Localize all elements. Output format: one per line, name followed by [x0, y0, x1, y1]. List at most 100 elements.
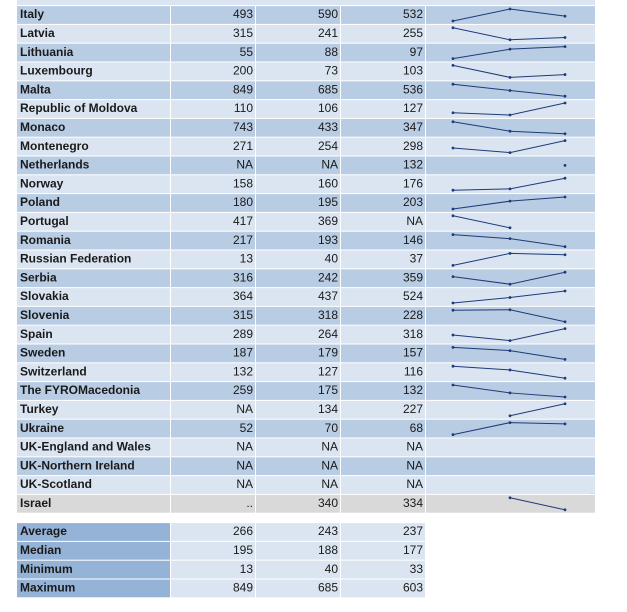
row-label: Average [20, 524, 67, 538]
spark-point [563, 327, 567, 330]
cell-value: 241 [318, 26, 338, 40]
spark-point [508, 252, 512, 255]
spark-point [508, 368, 512, 372]
cell [171, 194, 255, 212]
cell-value: 316 [233, 270, 253, 284]
cell-value: 200 [233, 64, 253, 78]
cell [341, 212, 425, 231]
cell-value: 203 [403, 195, 423, 209]
cell [171, 288, 255, 306]
spark-point [508, 496, 512, 500]
cell [341, 62, 425, 81]
cell-value: 146 [403, 233, 423, 247]
cell [256, 382, 340, 400]
cell [256, 118, 340, 137]
cell-value: 176 [403, 176, 423, 190]
cell [256, 137, 340, 156]
cell-value: 160 [318, 176, 338, 190]
row-label: Norway [20, 176, 64, 190]
cell-value: 237 [403, 524, 423, 538]
cell [171, 62, 255, 81]
cell [17, 194, 170, 212]
cell-value: 179 [318, 346, 338, 360]
cell-value: NA [321, 158, 338, 172]
cell-value: 40 [325, 252, 339, 266]
spark-point [451, 364, 455, 368]
cell-value: 743 [233, 120, 253, 134]
cell [341, 250, 425, 269]
cell [426, 43, 595, 62]
cell [341, 400, 425, 419]
cell [256, 81, 340, 100]
cell [256, 231, 340, 250]
cell [341, 100, 425, 118]
cell-value: 13 [240, 252, 254, 266]
cut-row [17, 0, 595, 5]
cell [17, 24, 170, 43]
cell [17, 43, 170, 62]
cell [426, 118, 595, 137]
spark-point [563, 376, 567, 380]
spark-point [563, 395, 567, 399]
cell-value: 217 [233, 233, 253, 247]
cell [341, 231, 425, 250]
cell [256, 306, 340, 325]
cell [426, 438, 595, 457]
cell-value: 157 [403, 346, 423, 360]
spark-point [508, 349, 512, 352]
cell-value: 255 [403, 26, 423, 40]
spark-point [563, 422, 567, 426]
cell [256, 212, 340, 231]
row-label: Median [20, 543, 61, 557]
cell-value: 103 [403, 64, 423, 78]
cell [341, 344, 425, 363]
cell [426, 6, 595, 24]
cell-value: 243 [318, 524, 338, 538]
row-label: UK-Scotland [20, 477, 92, 491]
cell-value: 298 [403, 139, 423, 153]
cell [426, 494, 595, 513]
cell-value: NA [321, 458, 338, 472]
cell [171, 118, 255, 137]
cell [171, 100, 255, 118]
spark-point [508, 296, 512, 299]
cell-value: 110 [234, 101, 253, 115]
spark-point [508, 151, 512, 155]
cell [256, 541, 340, 560]
spark-point [508, 199, 512, 203]
cell [256, 523, 340, 541]
row-label: Maximum [20, 581, 75, 595]
cell-value: NA [236, 440, 253, 454]
cell [171, 212, 255, 231]
cell [17, 344, 170, 363]
row-label: Italy [20, 7, 44, 21]
spark-point [563, 402, 567, 406]
cell [17, 100, 170, 118]
cell-value: 359 [403, 270, 423, 284]
cell [341, 325, 425, 344]
cell-value: NA [321, 477, 338, 491]
cell [341, 156, 425, 175]
cell-value: 195 [318, 195, 338, 209]
cell-value: 493 [233, 7, 253, 21]
sparkline [509, 403, 566, 417]
cell [256, 6, 340, 24]
cell [17, 62, 170, 81]
cell [426, 269, 595, 288]
cell-value: 590 [318, 7, 338, 21]
spark-point [508, 187, 512, 191]
cell [17, 419, 170, 438]
cell-value: 134 [318, 402, 338, 416]
cell [171, 560, 255, 579]
cell-value: 116 [404, 364, 423, 378]
spark-point [508, 308, 512, 312]
cell [426, 306, 595, 325]
cell [171, 438, 255, 457]
cell [171, 476, 255, 494]
cell [17, 137, 170, 156]
cell-value: NA [236, 158, 253, 172]
cell-value: 259 [233, 383, 253, 397]
cell [341, 194, 425, 212]
spark-point [451, 19, 455, 23]
